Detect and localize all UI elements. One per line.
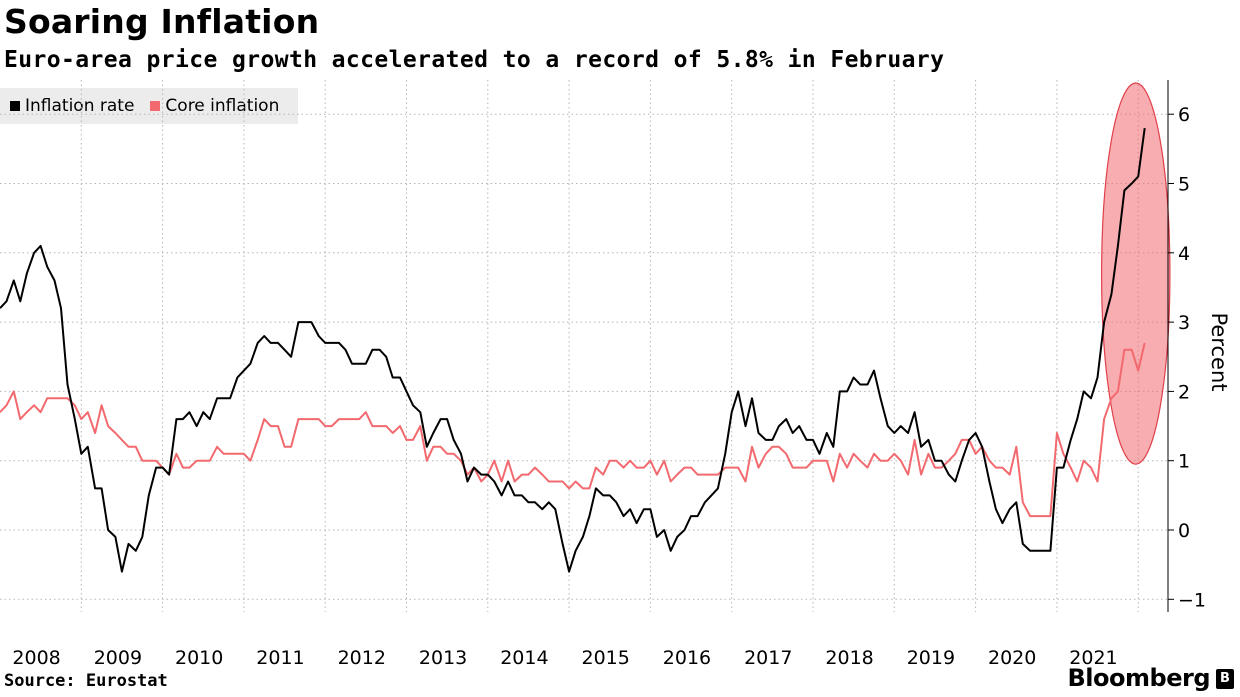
y-tick-label: 3 [1178, 312, 1190, 334]
x-tick-label: 2015 [582, 647, 630, 669]
y-tick-label: 6 [1178, 104, 1190, 126]
highlight-ellipse [1101, 82, 1171, 465]
x-tick-label: 2020 [988, 647, 1036, 669]
y-tick-label: −1 [1178, 589, 1206, 611]
legend-swatch-core-inflation [150, 101, 161, 111]
y-tick-label: 2 [1178, 381, 1190, 403]
x-tick-label: 2012 [338, 647, 386, 669]
legend-label-inflation-rate: Inflation rate [25, 96, 135, 116]
x-tick-label: 2013 [419, 647, 467, 669]
legend-item-core-inflation: Core inflation [150, 96, 279, 116]
legend: Inflation rate Core inflation [0, 88, 298, 124]
chart-title: Soaring Inflation [4, 2, 320, 41]
bloomberg-mark-icon: B [1216, 669, 1234, 689]
x-tick-label: 2009 [94, 647, 142, 669]
x-tick-label: 2021 [1069, 647, 1117, 669]
series-line-core-inflation [0, 342, 1146, 518]
chart-subtitle: Euro-area price growth accelerated to a … [4, 47, 945, 73]
x-tick-label: 2011 [256, 647, 304, 669]
y-tick-label: 0 [1178, 520, 1190, 542]
x-tick-label: 2014 [500, 647, 548, 669]
legend-swatch-inflation-rate [10, 101, 20, 111]
x-tick-label: 2016 [663, 647, 711, 669]
bloomberg-logo: Bloomberg [1067, 664, 1211, 692]
x-tick-label: 2010 [175, 647, 223, 669]
series-line-inflation-rate [0, 127, 1146, 573]
source-note: Source: Eurostat [4, 671, 168, 691]
legend-item-inflation-rate: Inflation rate [10, 96, 134, 116]
x-tick-label: 2017 [744, 647, 792, 669]
x-tick-label: 2008 [12, 647, 60, 669]
y-tick-label: 1 [1178, 451, 1190, 473]
legend-label-core-inflation: Core inflation [165, 96, 280, 116]
y-axis-title: Percent [1207, 312, 1231, 391]
x-tick-label: 2019 [907, 647, 955, 669]
x-tick-label: 2018 [825, 647, 873, 669]
y-tick-label: 5 [1178, 174, 1190, 196]
y-tick-label: 4 [1178, 243, 1190, 265]
